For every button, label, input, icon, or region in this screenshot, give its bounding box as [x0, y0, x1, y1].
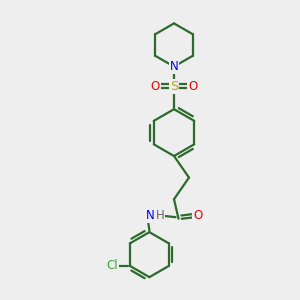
Text: N: N — [146, 209, 155, 222]
Text: N: N — [169, 60, 178, 73]
Text: O: O — [151, 80, 160, 93]
Text: O: O — [188, 80, 197, 93]
Text: Cl: Cl — [106, 260, 118, 272]
Text: H: H — [155, 209, 164, 222]
Text: S: S — [170, 80, 178, 93]
Text: O: O — [194, 209, 202, 222]
